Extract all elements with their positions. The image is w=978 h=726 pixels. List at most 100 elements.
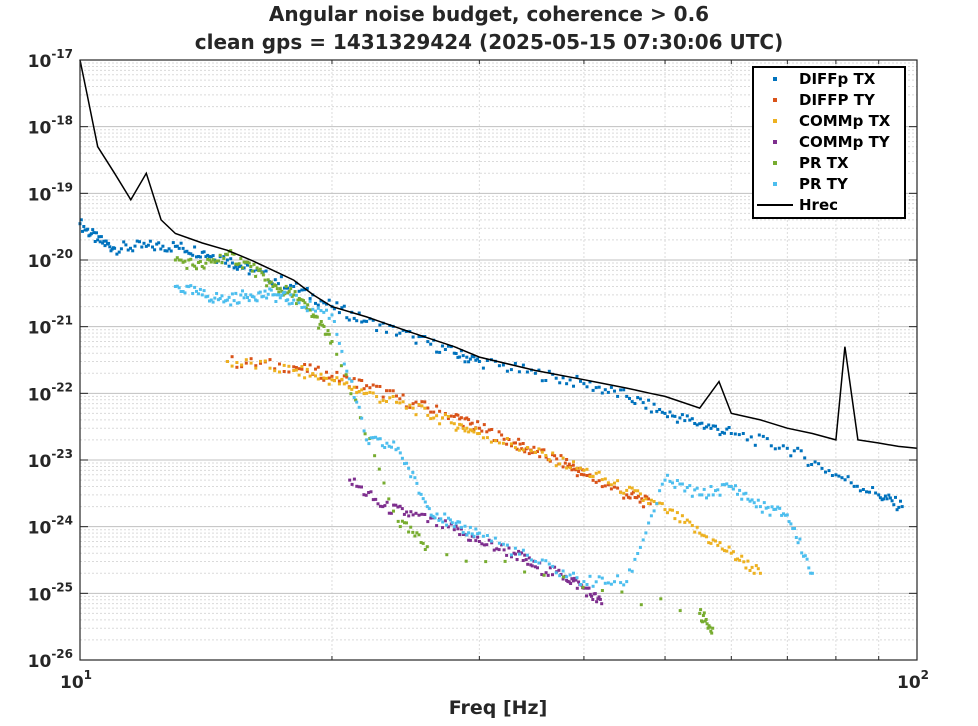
data-point: [613, 481, 616, 485]
data-point: [533, 565, 537, 569]
data-point: [189, 284, 193, 288]
data-point: [707, 541, 711, 545]
data-point: [316, 306, 320, 310]
data-point: [645, 495, 649, 499]
data-point: [708, 625, 712, 629]
data-point: [411, 530, 415, 534]
data-point: [465, 416, 469, 420]
data-point: [588, 475, 592, 478]
data-point: [521, 559, 525, 562]
data-point: [204, 261, 208, 265]
data-point: [104, 239, 108, 243]
data-point: [456, 426, 460, 430]
data-point: [429, 513, 433, 517]
data-point: [603, 477, 607, 481]
data-point: [305, 309, 309, 313]
data-point: [622, 496, 626, 500]
data-point: [435, 512, 439, 516]
data-point: [744, 566, 748, 570]
data-point: [474, 426, 478, 430]
data-point: [254, 364, 258, 368]
data-point: [638, 397, 642, 401]
data-point: [235, 365, 239, 369]
data-point: [635, 496, 639, 500]
data-point: [729, 432, 733, 435]
data-point: [619, 581, 623, 585]
data-point: [636, 396, 640, 399]
data-point: [678, 482, 682, 486]
data-point: [175, 256, 179, 260]
data-point: [423, 548, 427, 551]
data-point: [880, 498, 884, 502]
data-point: [308, 374, 312, 378]
data-point: [260, 271, 264, 275]
data-point: [510, 555, 513, 559]
data-point: [585, 474, 589, 477]
data-point: [396, 505, 400, 509]
x-tick-label: 101: [60, 668, 92, 693]
data-point: [357, 405, 361, 409]
data-point: [345, 369, 349, 373]
data-point: [327, 376, 331, 380]
data-point: [266, 292, 270, 296]
data-point: [289, 283, 293, 287]
data-point: [620, 590, 624, 594]
data-point: [426, 520, 430, 524]
data-point: [505, 553, 509, 557]
data-point: [643, 494, 647, 498]
data-point: [200, 265, 204, 268]
data-point: [383, 504, 387, 508]
data-point: [470, 421, 474, 425]
data-point: [241, 266, 244, 270]
data-point: [729, 485, 733, 488]
data-point: [740, 554, 744, 558]
data-point: [487, 538, 491, 542]
data-point: [622, 388, 626, 392]
data-point: [322, 325, 326, 328]
data-point: [565, 575, 569, 579]
data-point: [464, 559, 468, 563]
data-point: [711, 626, 715, 630]
data-point: [758, 571, 762, 575]
data-point: [339, 364, 343, 368]
data-point: [234, 262, 238, 266]
data-point: [570, 468, 574, 472]
data-point: [144, 244, 148, 248]
data-point: [456, 413, 460, 417]
data-point: [364, 493, 368, 497]
data-point: [209, 298, 213, 302]
data-point: [224, 252, 228, 256]
data-point: [235, 361, 239, 364]
legend-item-pr-tx: PR TX: [773, 154, 849, 172]
data-point: [525, 553, 529, 557]
data-point: [302, 299, 305, 303]
data-point: [409, 475, 413, 479]
data-point: [249, 357, 253, 361]
y-tick-label: 10-24: [28, 514, 73, 539]
data-point: [378, 385, 382, 388]
data-point: [103, 244, 107, 248]
data-point: [209, 260, 213, 264]
data-point: [480, 542, 484, 546]
data-point: [591, 598, 595, 601]
data-point: [354, 398, 358, 402]
data-point: [461, 533, 465, 536]
data-point: [622, 491, 626, 495]
data-point: [179, 241, 183, 245]
data-point: [647, 502, 651, 505]
data-point: [616, 574, 620, 578]
data-point: [597, 595, 601, 599]
data-point: [536, 566, 539, 570]
data-point: [360, 416, 364, 420]
data-point: [310, 315, 314, 318]
data-point: [547, 562, 551, 566]
data-point: [750, 498, 754, 502]
data-point: [517, 549, 521, 553]
data-point: [411, 402, 415, 406]
data-point: [185, 249, 189, 253]
data-point: [371, 498, 375, 502]
data-point: [723, 431, 726, 435]
data-point: [360, 320, 364, 324]
data-point: [443, 519, 447, 523]
data-point: [477, 432, 481, 435]
